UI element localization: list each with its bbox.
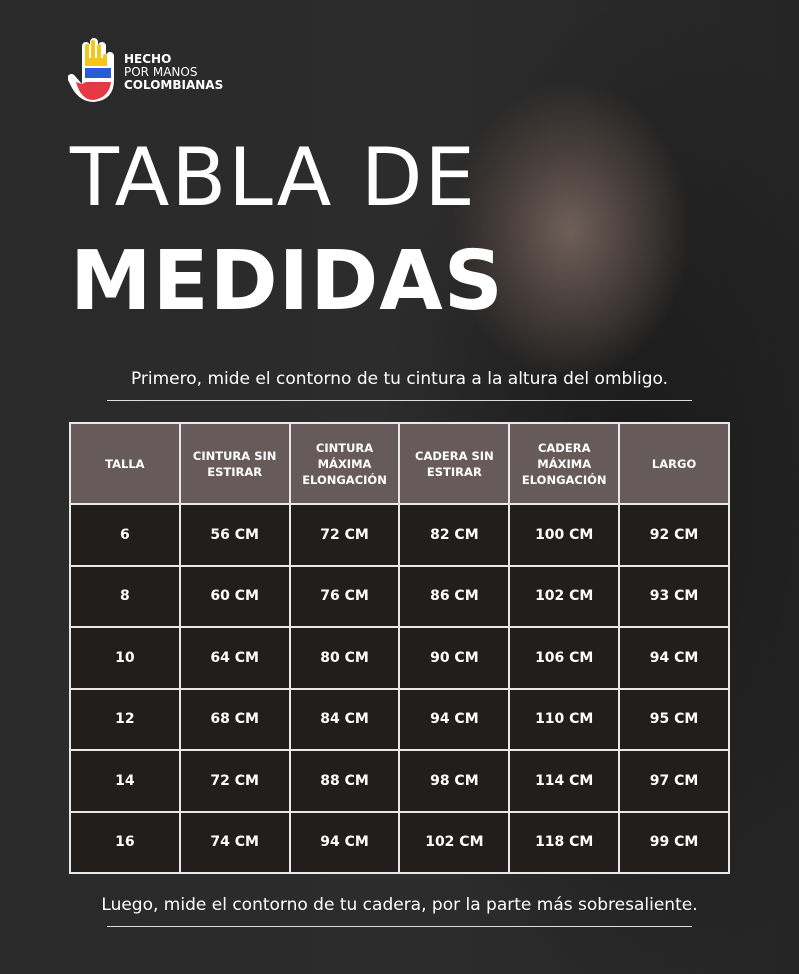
table-cell: 84 CM bbox=[288, 687, 401, 751]
header-cell: LARGO bbox=[618, 422, 730, 505]
table-cell: 76 CM bbox=[288, 564, 401, 628]
table-cell: 60 CM bbox=[178, 564, 291, 628]
title-line1: TABLA DE bbox=[70, 131, 477, 224]
size-table: TALLA CINTURA SIN ESTIRAR CINTURA MÁXIMA… bbox=[69, 422, 730, 874]
table-cell: 16 bbox=[69, 810, 181, 874]
table-cell: 92 CM bbox=[618, 503, 730, 567]
table-cell: 93 CM bbox=[618, 564, 730, 628]
colombian-hand-icon bbox=[68, 38, 114, 102]
table-cell: 102 CM bbox=[508, 564, 621, 628]
logo-line1: HECHO bbox=[124, 51, 172, 66]
header-cell: CINTURA MÁXIMA ELONGACIÓN bbox=[288, 422, 401, 505]
header-cell: CADERA SIN ESTIRAR bbox=[398, 422, 511, 505]
table-cell: 98 CM bbox=[398, 749, 511, 813]
header-cell: TALLA bbox=[69, 422, 181, 505]
table-row: 10 64 CM 80 CM 90 CM 106 CM 94 CM bbox=[69, 626, 730, 690]
table-cell: 99 CM bbox=[618, 810, 730, 874]
table-cell: 10 bbox=[69, 626, 181, 690]
logo-line3: COLOMBIANAS bbox=[124, 77, 224, 92]
table-cell: 88 CM bbox=[288, 749, 401, 813]
table-cell: 94 CM bbox=[288, 810, 401, 874]
note-bottom: Luego, mide el contorno de tu cadera, po… bbox=[101, 895, 698, 915]
table-cell: 100 CM bbox=[508, 503, 621, 567]
table-cell: 14 bbox=[69, 749, 181, 813]
table-cell: 86 CM bbox=[398, 564, 511, 628]
table-cell: 6 bbox=[69, 503, 181, 567]
divider bbox=[107, 400, 692, 401]
table-cell: 97 CM bbox=[618, 749, 730, 813]
table-cell: 118 CM bbox=[508, 810, 621, 874]
title-line2: MEDIDAS bbox=[70, 234, 504, 329]
table-cell: 8 bbox=[69, 564, 181, 628]
logo: HECHO POR MANOS COLOMBIANAS bbox=[68, 38, 223, 106]
table-row: 12 68 CM 84 CM 94 CM 110 CM 95 CM bbox=[69, 687, 730, 751]
table-cell: 114 CM bbox=[508, 749, 621, 813]
table-cell: 102 CM bbox=[398, 810, 511, 874]
note-top: Primero, mide el contorno de tu cintura … bbox=[130, 369, 669, 389]
table-cell: 68 CM bbox=[178, 687, 291, 751]
table-cell: 56 CM bbox=[178, 503, 291, 567]
table-cell: 74 CM bbox=[178, 810, 291, 874]
table-cell: 64 CM bbox=[178, 626, 291, 690]
table-header-row: TALLA CINTURA SIN ESTIRAR CINTURA MÁXIMA… bbox=[69, 422, 730, 505]
table-row: 16 74 CM 94 CM 102 CM 118 CM 99 CM bbox=[69, 810, 730, 874]
table-cell: 80 CM bbox=[288, 626, 401, 690]
table-cell: 72 CM bbox=[178, 749, 291, 813]
logo-line2: POR MANOS bbox=[124, 64, 198, 79]
table-row: 14 72 CM 88 CM 98 CM 114 CM 97 CM bbox=[69, 749, 730, 813]
table-row: 6 56 CM 72 CM 82 CM 100 CM 92 CM bbox=[69, 503, 730, 567]
divider bbox=[107, 926, 692, 927]
table-cell: 12 bbox=[69, 687, 181, 751]
table-cell: 90 CM bbox=[398, 626, 511, 690]
table-cell: 110 CM bbox=[508, 687, 621, 751]
table-cell: 106 CM bbox=[508, 626, 621, 690]
header-cell: CADERA MÁXIMA ELONGACIÓN bbox=[508, 422, 621, 505]
header-cell: CINTURA SIN ESTIRAR bbox=[178, 422, 291, 505]
table-row: 8 60 CM 76 CM 86 CM 102 CM 93 CM bbox=[69, 564, 730, 628]
table-cell: 94 CM bbox=[618, 626, 730, 690]
table-cell: 95 CM bbox=[618, 687, 730, 751]
table-cell: 94 CM bbox=[398, 687, 511, 751]
table-cell: 72 CM bbox=[288, 503, 401, 567]
table-cell: 82 CM bbox=[398, 503, 511, 567]
